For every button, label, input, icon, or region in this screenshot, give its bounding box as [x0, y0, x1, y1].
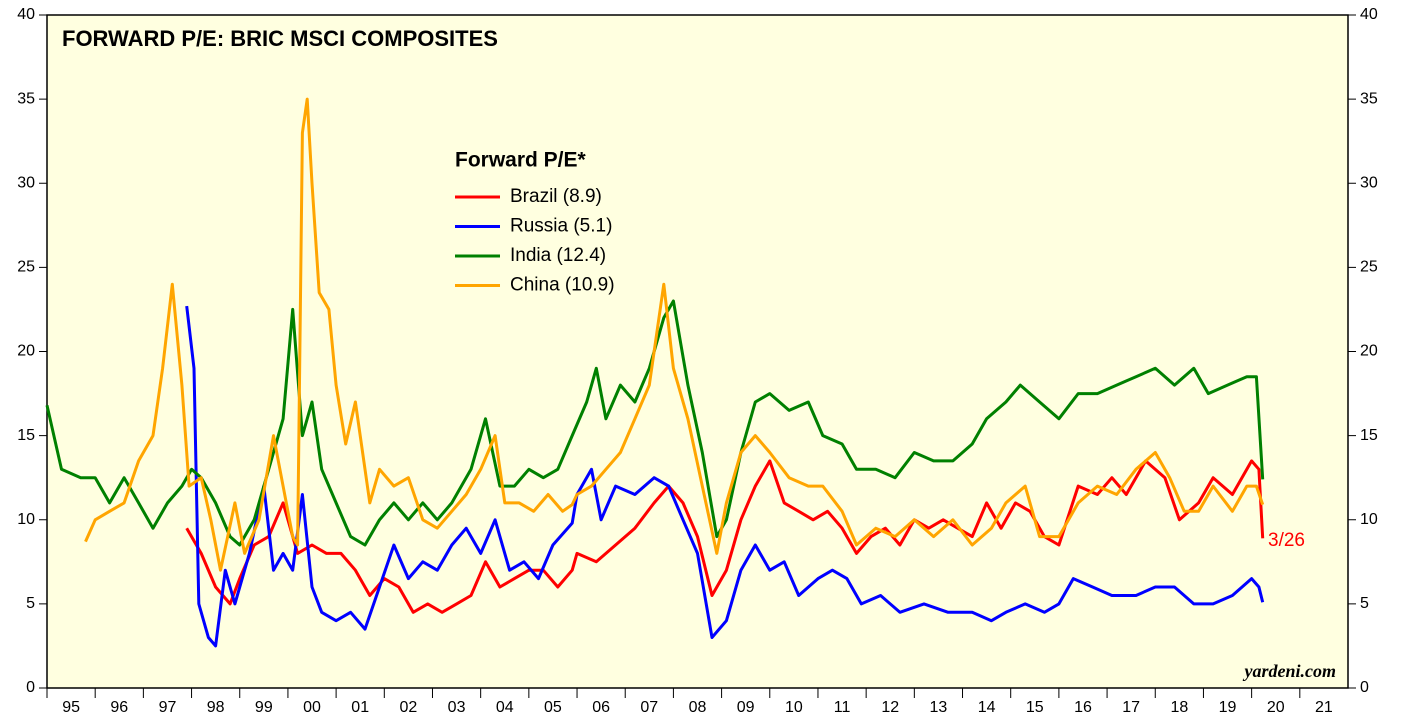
y-tick-label: 40 [17, 6, 35, 23]
y2-tick-label: 40 [1360, 6, 1378, 23]
legend-label: India (12.4) [510, 245, 606, 266]
legend-title: Forward P/E* [455, 149, 587, 172]
legend-label: Brazil (8.9) [510, 186, 602, 207]
chart-title: FORWARD P/E: BRIC MSCI COMPOSITES [62, 26, 498, 51]
y-tick-label: 20 [17, 343, 35, 360]
y2-tick-label: 20 [1360, 343, 1378, 360]
x-tick-label: 20 [1267, 699, 1285, 716]
x-tick-label: 08 [689, 699, 707, 716]
x-tick-label: 95 [62, 699, 80, 716]
y2-tick-label: 30 [1360, 174, 1378, 191]
y-tick-label: 10 [17, 511, 35, 528]
y2-tick-label: 10 [1360, 511, 1378, 528]
x-tick-label: 01 [351, 699, 369, 716]
x-tick-label: 98 [207, 699, 225, 716]
series-line [185, 305, 1265, 648]
annotation: 3/26 [1268, 530, 1305, 551]
x-tick-label: 11 [834, 699, 851, 716]
plot-area [46, 14, 1349, 689]
source: yardeni.com [1243, 661, 1337, 681]
y-tick-label: 5 [26, 595, 35, 612]
x-tick-label: 05 [544, 699, 562, 716]
series-line [45, 299, 1265, 547]
y-tick-label: 15 [17, 427, 35, 444]
x-tick-label: 21 [1315, 699, 1333, 716]
x-tick-label: 99 [255, 699, 273, 716]
x-tick-label: 10 [785, 699, 803, 716]
y-tick-label: 25 [17, 259, 35, 276]
x-tick-label: 04 [496, 699, 514, 716]
x-tick-label: 17 [1122, 699, 1140, 716]
y2-tick-label: 25 [1360, 259, 1378, 276]
x-tick-label: 03 [448, 699, 466, 716]
y-tick-label: 30 [17, 174, 35, 191]
x-tick-label: 07 [640, 699, 658, 716]
series-line [84, 97, 1265, 572]
x-tick-label: 06 [592, 699, 610, 716]
x-tick-label: 19 [1219, 699, 1237, 716]
x-tick-label: 96 [110, 699, 128, 716]
legend-label: China (10.9) [510, 275, 615, 296]
y2-tick-label: 15 [1360, 427, 1378, 444]
y2-tick-label: 5 [1360, 595, 1369, 612]
x-tick-label: 09 [737, 699, 755, 716]
x-tick-label: 18 [1170, 699, 1188, 716]
x-tick-label: 13 [930, 699, 948, 716]
x-tick-label: 00 [303, 699, 321, 716]
x-tick-label: 16 [1074, 699, 1092, 716]
x-tick-label: 12 [881, 699, 899, 716]
y-tick-label: 35 [17, 90, 35, 107]
y2-tick-label: 0 [1360, 679, 1369, 696]
x-tick-label: 97 [159, 699, 177, 716]
x-tick-label: 14 [978, 699, 996, 716]
x-tick-label: 02 [399, 699, 417, 716]
legend-label: Russia (5.1) [510, 216, 612, 237]
series-line [185, 459, 1265, 614]
y2-tick-label: 35 [1360, 90, 1378, 107]
x-tick-label: 15 [1026, 699, 1044, 716]
y-tick-label: 0 [26, 679, 35, 696]
